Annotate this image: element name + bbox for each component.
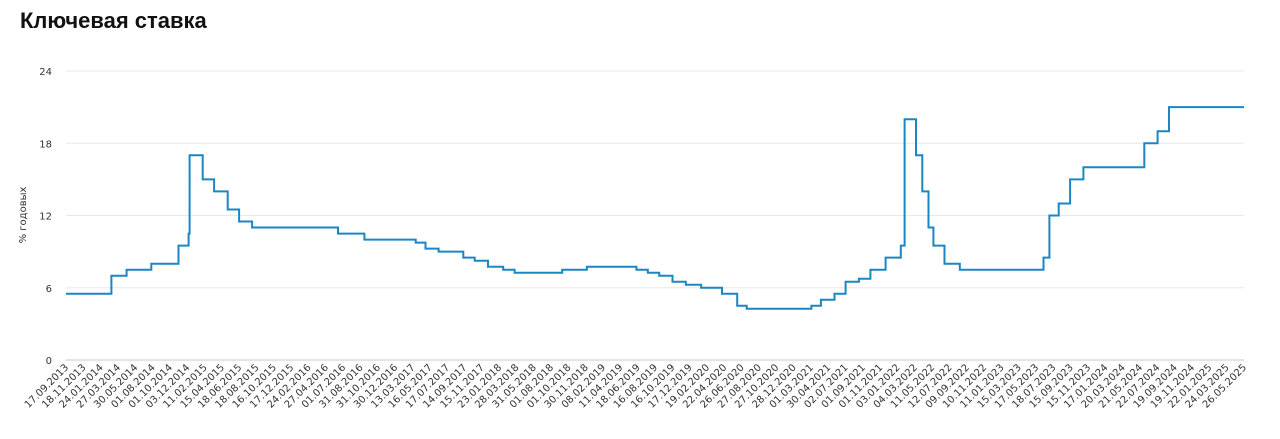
chart-title: Ключевая ставка <box>20 8 207 33</box>
y-axis-label: % годовых <box>18 187 29 244</box>
y-tick-labels: 0 6 12 18 24 <box>39 67 52 367</box>
grid-lines <box>66 70 1244 361</box>
y-tick-label: 18 <box>39 139 52 150</box>
y-tick-label: 24 <box>39 67 52 78</box>
x-tick-labels: 17.09.201318.11.201324.01.201427.03.2014… <box>23 362 1249 410</box>
y-tick-label: 6 <box>46 284 52 295</box>
y-tick-label: 0 <box>46 356 52 367</box>
y-tick-label: 12 <box>39 212 52 223</box>
series-line <box>66 106 1244 310</box>
